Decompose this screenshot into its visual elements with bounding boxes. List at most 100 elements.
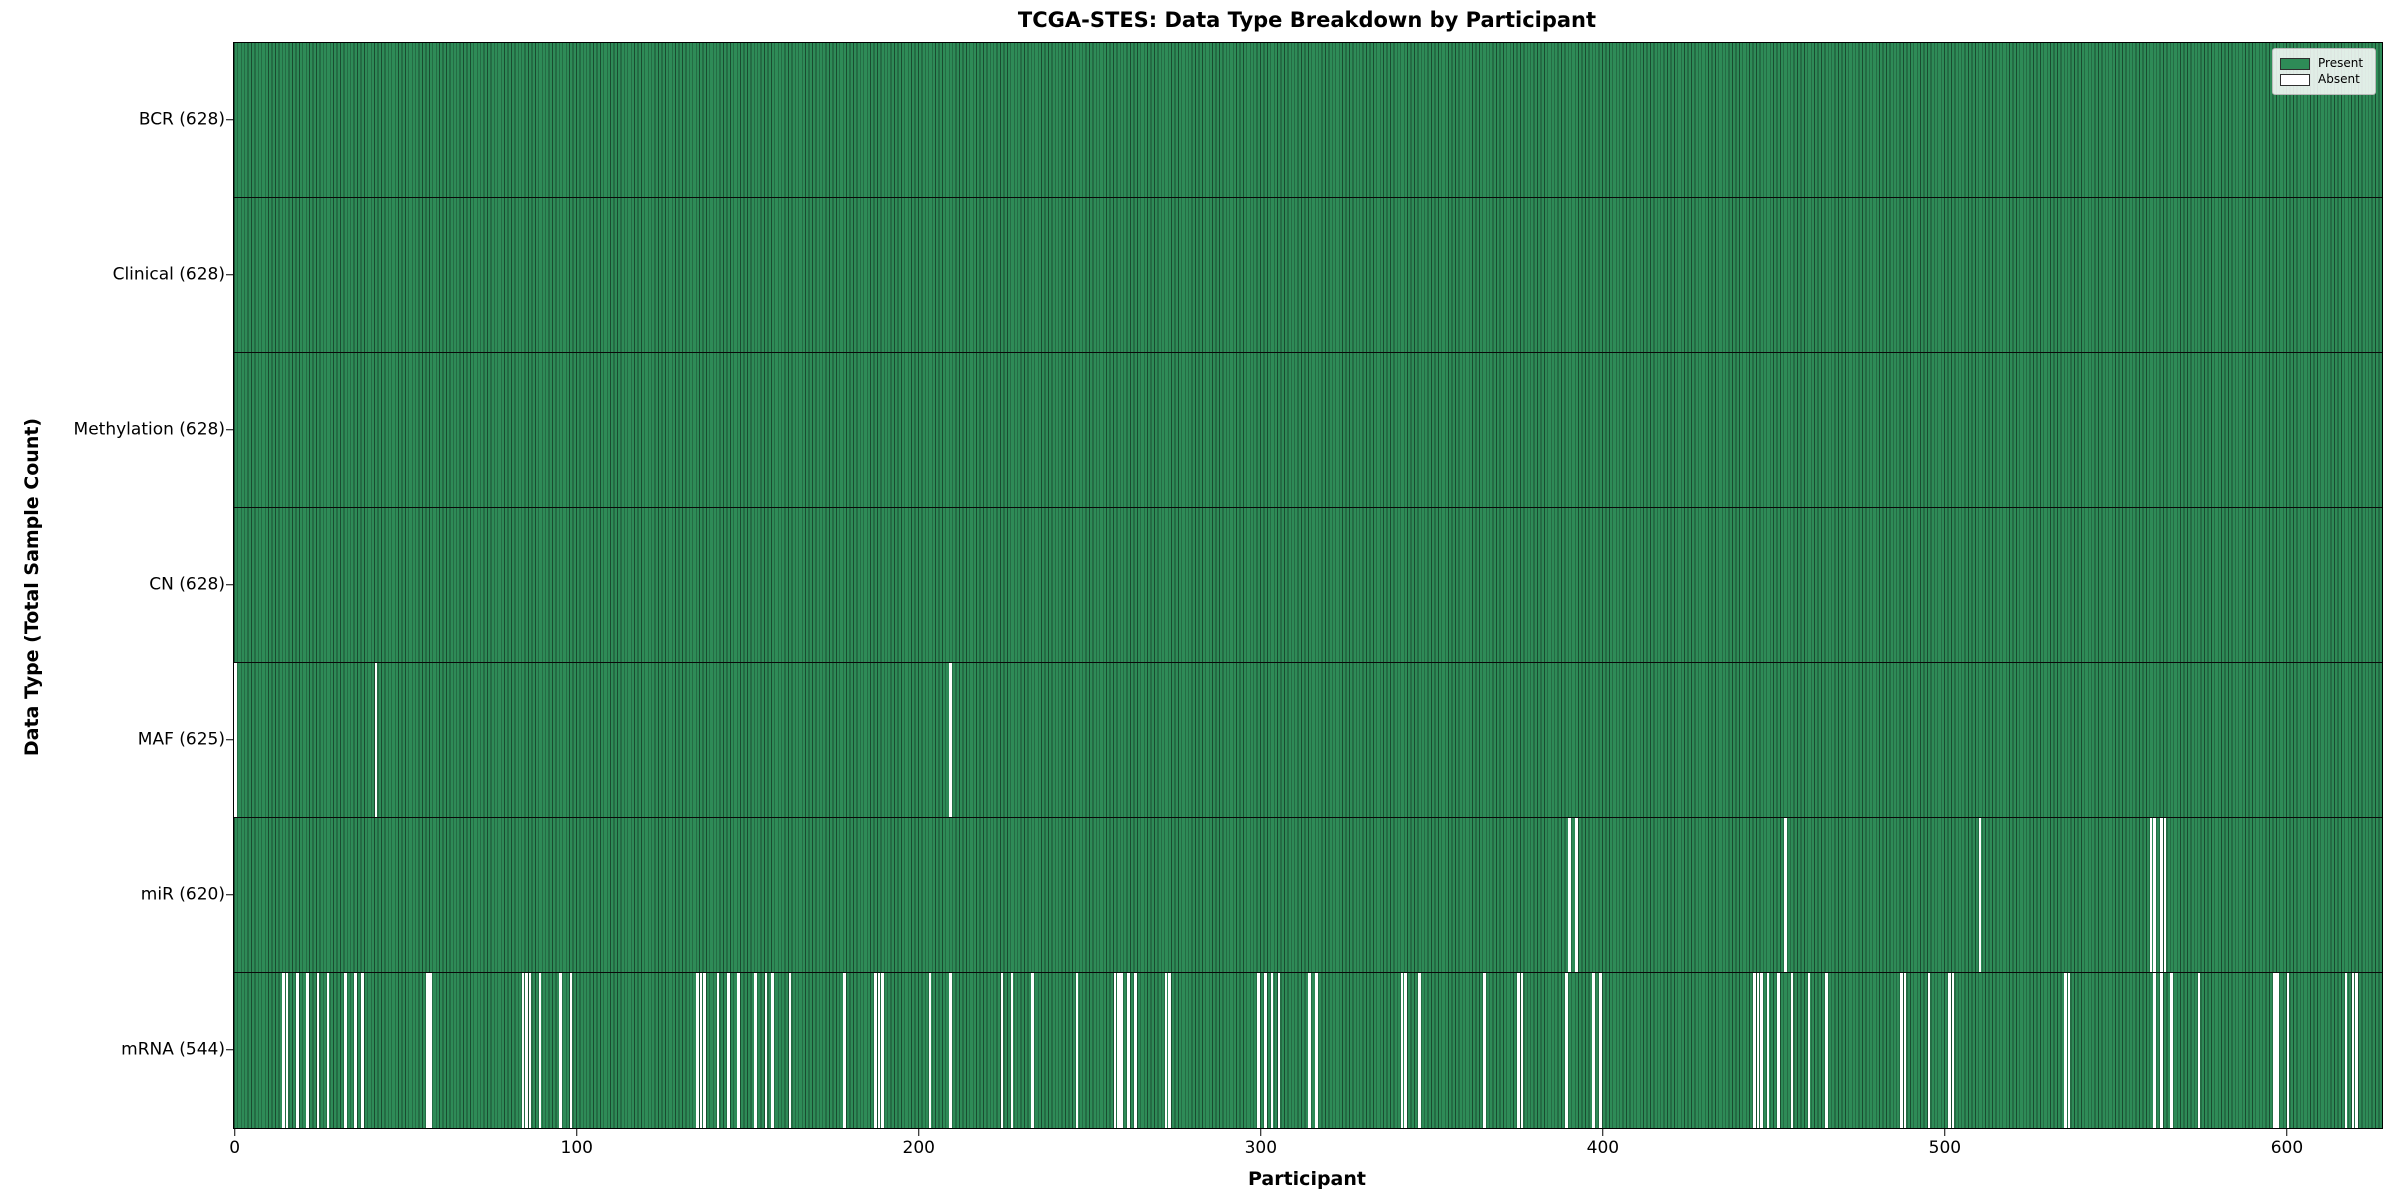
y-tick-label: miR (620) (140, 884, 225, 904)
absent-gap (696, 973, 699, 1128)
absent-gap (877, 973, 881, 1128)
absent-gap (316, 973, 320, 1128)
absent-gap (1277, 973, 1281, 1128)
absent-gap (1951, 973, 1955, 1128)
x-tick-mark (1602, 1129, 1604, 1136)
absent-gap (528, 973, 532, 1128)
legend-entry-absent: Absent (2280, 72, 2368, 87)
absent-gap (754, 973, 757, 1128)
legend-swatch (2280, 73, 2310, 86)
absent-gap (1164, 973, 1168, 1128)
y-tick-label: Methylation (628) (73, 419, 225, 439)
absent-gap (699, 973, 703, 1128)
legend-label: Present (2318, 56, 2364, 70)
present-bars (234, 973, 2382, 1128)
absent-gap (2160, 818, 2163, 972)
absent-gap (1978, 818, 1982, 972)
absent-gap (559, 973, 562, 1128)
absent-gap (2197, 973, 2201, 1128)
y-tick-label: BCR (628) (138, 109, 225, 129)
heatmap-row-mir (234, 818, 2382, 973)
x-tick-mark (2286, 1129, 2288, 1136)
absent-gap (426, 973, 429, 1128)
absent-gap (2344, 973, 2348, 1128)
absent-gap (1404, 973, 1407, 1128)
absent-gap (1308, 973, 1312, 1128)
absent-gap (2355, 973, 2358, 1128)
x-tick-mark (575, 1129, 578, 1136)
absent-gap (429, 973, 433, 1128)
absent-gap (764, 973, 768, 1128)
absent-gap (2276, 973, 2280, 1128)
absent-gap (1575, 818, 1578, 972)
absent-gap (1568, 818, 1572, 972)
absent-gap (2149, 818, 2153, 972)
present-bars (234, 508, 2382, 662)
y-tick-mark (226, 893, 233, 896)
absent-gap (788, 973, 792, 1128)
absent-gap (1113, 973, 1117, 1128)
absent-gap (1790, 973, 1794, 1128)
absent-gap (1783, 818, 1787, 972)
absent-gap (282, 973, 285, 1128)
absent-gap (285, 973, 289, 1128)
x-tick-label: 100 (560, 1138, 593, 1158)
absent-gap (1264, 973, 1267, 1128)
y-tick-label: mRNA (544) (121, 1039, 225, 1059)
x-tick-mark (233, 1129, 236, 1136)
absent-gap (1900, 973, 1903, 1128)
legend-swatch (2280, 57, 2310, 70)
legend-entry-present: Present (2280, 56, 2368, 70)
absent-gap (2163, 818, 2167, 972)
legend: Present Absent (2272, 48, 2376, 96)
absent-gap (1075, 973, 1079, 1128)
heatmap-row-mrna (234, 973, 2382, 1128)
absent-gap (1116, 973, 1120, 1128)
plot-area (233, 42, 2383, 1129)
absent-gap (306, 973, 309, 1128)
absent-gap (1257, 973, 1260, 1128)
absent-gap (1168, 973, 1171, 1128)
absent-gap (1766, 973, 1770, 1128)
present-bars (234, 663, 2382, 817)
absent-gap (296, 973, 299, 1128)
x-tick-label: 500 (1928, 1138, 1962, 1158)
absent-gap (1903, 973, 1907, 1128)
absent-gap (1120, 973, 1123, 1128)
present-bars (234, 353, 2382, 507)
x-tick-mark (918, 1129, 920, 1136)
absent-gap (1482, 973, 1486, 1128)
y-tick-label: MAF (625) (137, 729, 225, 749)
absent-gap (2170, 973, 2173, 1128)
absent-gap (2153, 973, 2156, 1128)
absent-gap (2067, 973, 2071, 1128)
y-tick-mark (226, 583, 233, 586)
y-tick-mark (226, 428, 233, 431)
absent-gap (703, 973, 706, 1128)
x-tick-mark (1260, 1129, 1262, 1136)
absent-gap (1315, 973, 1318, 1128)
present-bars (234, 818, 2382, 972)
absent-gap (928, 973, 932, 1128)
heatmap-row-cn (234, 508, 2382, 663)
legend-label: Absent (2318, 72, 2360, 87)
y-tick-label: Clinical (628) (112, 264, 225, 284)
absent-gap (1756, 973, 1760, 1128)
absent-gap (1127, 973, 1130, 1128)
absent-gap (361, 973, 364, 1128)
absent-gap (569, 973, 573, 1128)
absent-gap (354, 973, 357, 1128)
absent-gap (1010, 973, 1014, 1128)
y-tick-label: CN (628) (149, 574, 225, 594)
absent-gap (2064, 973, 2067, 1128)
absent-gap (1517, 973, 1520, 1128)
absent-gap (1807, 973, 1811, 1128)
absent-gap (234, 663, 238, 817)
x-tick-label: 300 (1244, 1138, 1278, 1158)
absent-gap (2273, 973, 2276, 1128)
absent-gap (1592, 973, 1595, 1128)
absent-gap (2160, 973, 2163, 1128)
present-bars (234, 43, 2382, 197)
absent-gap (949, 663, 952, 817)
x-tick-label: 200 (902, 1138, 936, 1158)
